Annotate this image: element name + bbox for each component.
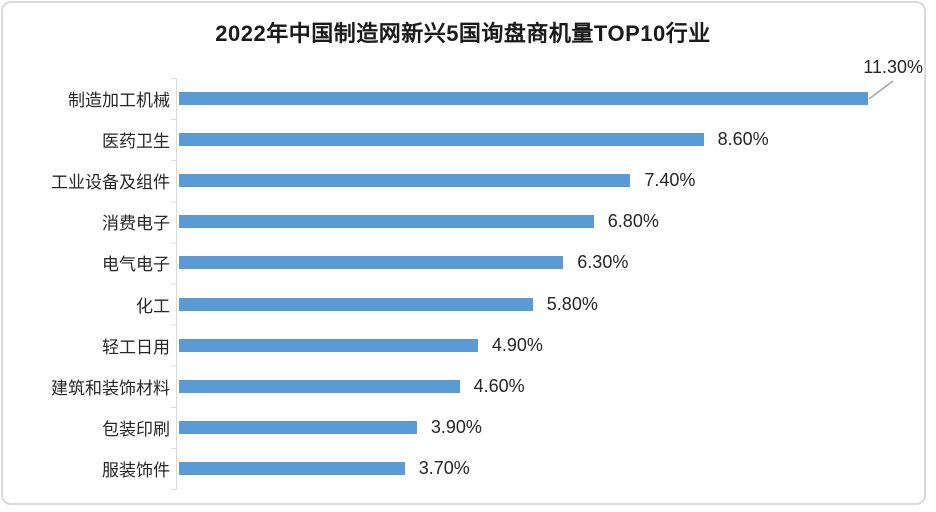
bar-row: 轻工日用 4.90% xyxy=(0,325,936,366)
bar xyxy=(179,174,631,188)
category-label: 化工 xyxy=(136,296,170,316)
category-label: 消费电子 xyxy=(102,214,170,234)
value-label-callout: 11.30% xyxy=(863,57,923,77)
category-label: 轻工日用 xyxy=(102,337,170,357)
bar xyxy=(179,256,564,270)
category-label: 服装饰件 xyxy=(102,460,170,480)
value-label: 4.60% xyxy=(473,375,525,396)
value-label: 7.40% xyxy=(644,170,696,191)
chart-border xyxy=(1,1,926,505)
value-label: 6.80% xyxy=(607,211,659,232)
bar xyxy=(179,461,405,475)
bar-row: 化工 5.80% xyxy=(0,283,936,324)
value-label: 8.60% xyxy=(717,129,769,150)
bar-row: 消费电子 6.80% xyxy=(0,201,936,242)
bar-row: 工业设备及组件 7.40% xyxy=(0,160,936,201)
category-label: 电气电子 xyxy=(102,255,170,275)
category-label: 包装印刷 xyxy=(102,419,170,439)
category-axis xyxy=(171,78,177,490)
bar-row: 建筑和装饰材料 4.60% xyxy=(0,366,936,407)
bar-rows: 制造加工机械 医药卫生 8.60% 工业设备及组件 7.40% 消费电子 6.8… xyxy=(0,78,936,489)
bar-row: 医药卫生 8.60% xyxy=(0,119,936,160)
bar xyxy=(179,133,704,147)
value-label: 3.70% xyxy=(418,457,470,478)
bar-row: 制造加工机械 xyxy=(0,78,936,119)
category-label: 建筑和装饰材料 xyxy=(51,378,170,398)
value-label: 4.90% xyxy=(491,334,543,355)
bar-row: 电气电子 6.30% xyxy=(0,242,936,283)
bar xyxy=(179,420,417,434)
bar-row: 包装印刷 3.90% xyxy=(0,407,936,448)
value-label: 5.80% xyxy=(546,293,598,314)
bar xyxy=(179,338,478,352)
bar xyxy=(179,215,594,229)
category-label: 制造加工机械 xyxy=(68,91,170,111)
bar-row: 服装饰件 3.70% xyxy=(0,448,936,489)
bar xyxy=(179,297,533,311)
category-label: 医药卫生 xyxy=(102,132,170,152)
bar xyxy=(179,92,869,106)
value-label: 6.30% xyxy=(577,252,629,273)
chart-title: 2022年中国制造网新兴5国询盘商机量TOP10行业 xyxy=(215,21,711,46)
bar xyxy=(179,379,460,393)
value-label: 3.90% xyxy=(430,416,482,437)
category-label: 工业设备及组件 xyxy=(51,173,170,193)
